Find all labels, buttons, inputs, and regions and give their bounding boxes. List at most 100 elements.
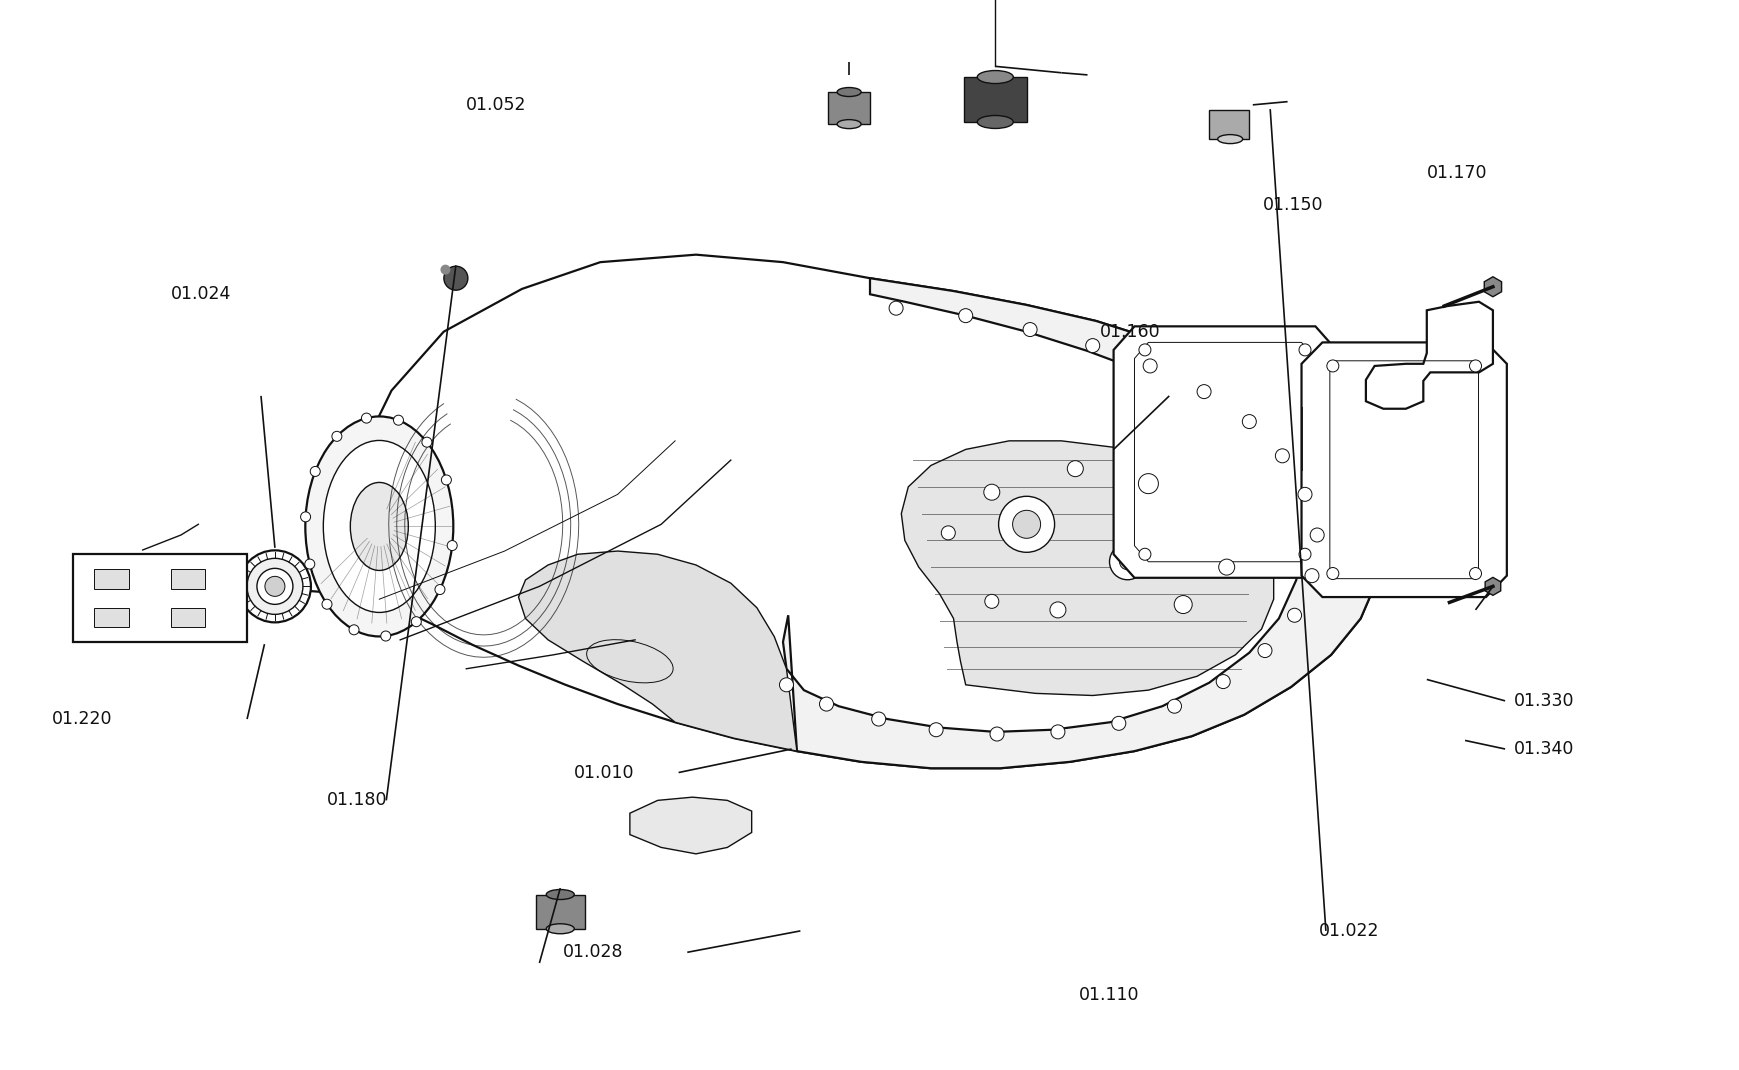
Circle shape [1287, 608, 1301, 623]
Circle shape [310, 467, 320, 476]
Circle shape [410, 616, 421, 627]
Polygon shape [73, 554, 247, 642]
Circle shape [440, 264, 450, 275]
Circle shape [819, 697, 833, 712]
Ellipse shape [836, 120, 861, 128]
Circle shape [1304, 568, 1318, 583]
Ellipse shape [350, 483, 409, 570]
Circle shape [929, 722, 943, 737]
Circle shape [301, 511, 311, 522]
Circle shape [1217, 560, 1235, 575]
Polygon shape [1113, 326, 1336, 578]
Text: 01.010: 01.010 [574, 764, 635, 781]
Circle shape [1137, 474, 1158, 493]
Polygon shape [536, 895, 584, 929]
Circle shape [1469, 360, 1480, 372]
Polygon shape [1301, 342, 1506, 597]
Polygon shape [1483, 277, 1501, 296]
Ellipse shape [1217, 135, 1242, 143]
Circle shape [1023, 322, 1036, 337]
Circle shape [362, 413, 370, 423]
Circle shape [1327, 567, 1337, 580]
Polygon shape [1365, 302, 1492, 409]
Circle shape [1196, 384, 1210, 399]
Circle shape [447, 540, 457, 551]
Circle shape [984, 594, 998, 609]
Circle shape [1066, 461, 1083, 476]
Ellipse shape [977, 71, 1012, 83]
Circle shape [1139, 343, 1149, 356]
Circle shape [1297, 487, 1311, 502]
Circle shape [1050, 724, 1064, 739]
Circle shape [1118, 554, 1136, 569]
Ellipse shape [304, 416, 454, 637]
Circle shape [1012, 510, 1040, 538]
Circle shape [381, 631, 391, 641]
Polygon shape [963, 77, 1026, 122]
Circle shape [1139, 548, 1149, 561]
Text: 01.028: 01.028 [562, 944, 623, 961]
Polygon shape [901, 441, 1273, 696]
Ellipse shape [257, 568, 292, 605]
Polygon shape [1209, 110, 1249, 139]
Circle shape [1085, 338, 1099, 353]
Circle shape [1469, 567, 1480, 580]
Circle shape [989, 727, 1003, 742]
Polygon shape [630, 797, 751, 854]
Ellipse shape [323, 441, 435, 612]
Circle shape [1299, 548, 1309, 561]
Polygon shape [828, 92, 870, 124]
Circle shape [941, 525, 955, 540]
Circle shape [304, 559, 315, 569]
Circle shape [1242, 414, 1256, 429]
Circle shape [322, 599, 332, 609]
Circle shape [871, 712, 885, 727]
Circle shape [1049, 602, 1066, 617]
Ellipse shape [264, 577, 285, 596]
Text: 01.052: 01.052 [466, 96, 527, 113]
Polygon shape [170, 569, 205, 588]
Polygon shape [783, 278, 1383, 768]
Circle shape [350, 625, 358, 635]
Text: 01.330: 01.330 [1513, 692, 1574, 709]
Circle shape [1299, 343, 1309, 356]
Circle shape [332, 431, 341, 441]
Circle shape [998, 496, 1054, 552]
Ellipse shape [836, 88, 861, 96]
Polygon shape [1485, 578, 1499, 595]
Polygon shape [518, 551, 796, 751]
Circle shape [442, 475, 450, 485]
Ellipse shape [247, 559, 303, 614]
Circle shape [1174, 596, 1191, 613]
Circle shape [1257, 643, 1271, 658]
Circle shape [393, 415, 403, 425]
Circle shape [1111, 716, 1125, 731]
Circle shape [958, 308, 972, 323]
Polygon shape [170, 608, 205, 627]
Ellipse shape [977, 116, 1012, 128]
Polygon shape [296, 255, 1383, 768]
Circle shape [1143, 358, 1156, 373]
Text: 01.110: 01.110 [1078, 987, 1139, 1004]
Circle shape [443, 266, 468, 290]
Circle shape [779, 677, 793, 692]
Ellipse shape [546, 889, 574, 900]
Text: 01.022: 01.022 [1318, 922, 1379, 939]
Polygon shape [94, 608, 129, 627]
Polygon shape [94, 569, 129, 588]
Text: 01.024: 01.024 [170, 286, 231, 303]
Circle shape [1309, 528, 1323, 542]
Text: 01.180: 01.180 [327, 792, 388, 809]
Circle shape [1327, 360, 1337, 372]
Circle shape [1216, 674, 1229, 689]
Circle shape [889, 301, 903, 316]
Circle shape [1167, 699, 1181, 714]
Text: 01.150: 01.150 [1263, 197, 1323, 214]
Ellipse shape [546, 923, 574, 934]
Text: 01.340: 01.340 [1513, 740, 1574, 758]
Text: 01.160: 01.160 [1099, 323, 1160, 340]
Circle shape [435, 584, 445, 595]
Circle shape [983, 485, 1000, 500]
Ellipse shape [238, 550, 311, 623]
Text: 01.220: 01.220 [52, 710, 113, 728]
